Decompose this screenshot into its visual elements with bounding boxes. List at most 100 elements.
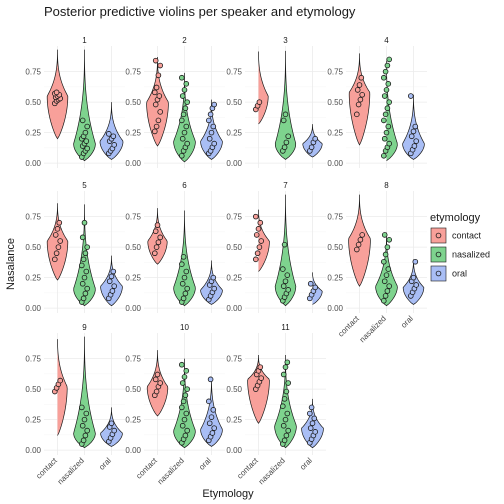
data-point-contact <box>155 72 162 79</box>
data-point-nasalized <box>381 232 388 238</box>
data-point-nasalized <box>82 250 89 257</box>
data-point-nasalized <box>183 268 190 275</box>
data-point-nasalized <box>179 93 186 99</box>
data-point-nasalized <box>181 129 188 136</box>
data-point-nasalized <box>285 287 292 293</box>
data-point-contact <box>157 62 164 69</box>
data-point-contact <box>359 232 366 238</box>
data-point-nasalized <box>384 244 391 250</box>
y-tick-label: 0.50 <box>226 385 242 394</box>
data-point-contact <box>53 89 60 96</box>
data-point-contact <box>51 256 58 263</box>
y-tick-label: 0.50 <box>327 98 343 107</box>
data-point-oral <box>306 410 313 417</box>
y-tick-label: 0.00 <box>327 159 343 168</box>
data-point-nasalized <box>383 129 390 136</box>
data-point-nasalized <box>83 138 90 144</box>
data-point-oral <box>211 101 218 108</box>
data-point-nasalized <box>79 280 86 287</box>
data-point-oral <box>108 420 115 427</box>
y-tick-label: 0.50 <box>25 243 41 252</box>
data-point-nasalized <box>279 266 286 272</box>
x-tick-label: oral <box>399 314 415 330</box>
facet-panel: 3 0.00 0.25 0.50 0.75 <box>226 36 326 168</box>
x-tick-label: contact <box>336 314 361 339</box>
data-point-oral <box>207 376 214 383</box>
data-point-nasalized <box>285 380 292 386</box>
x-tick-label: nasalized <box>358 314 388 344</box>
data-point-contact <box>152 101 159 108</box>
data-point-contact <box>53 250 60 257</box>
data-point-nasalized <box>380 117 387 124</box>
facet-panel: 5 0.00 0.25 0.50 0.75 <box>25 181 125 313</box>
x-tick-label: nasalized <box>56 456 86 486</box>
violin-nasalized <box>386 60 398 161</box>
data-point-contact <box>153 244 160 250</box>
data-point-oral <box>308 144 315 151</box>
data-point-nasalized <box>179 422 186 429</box>
x-tick-label: contact <box>235 456 260 481</box>
data-point-oral <box>210 274 217 281</box>
data-point-nasalized <box>184 99 191 105</box>
data-point-nasalized <box>80 295 87 302</box>
data-point-nasalized <box>179 361 185 368</box>
data-point-nasalized <box>79 422 86 429</box>
data-point-oral <box>410 274 417 281</box>
violin-nasalized <box>73 336 96 449</box>
y-tick-label: 0.25 <box>25 129 41 138</box>
facet-strip-label: 6 <box>182 181 187 190</box>
data-point-oral <box>412 123 419 130</box>
data-point-contact <box>157 380 164 386</box>
data-point-oral <box>108 273 115 280</box>
data-point-nasalized <box>283 432 290 439</box>
y-tick-label: 0.50 <box>125 385 141 394</box>
data-point-nasalized <box>184 386 191 392</box>
data-point-contact <box>358 74 365 81</box>
data-point-contact <box>353 246 360 253</box>
data-point-nasalized <box>386 283 393 289</box>
data-point-nasalized <box>282 111 289 118</box>
y-tick-label: 0.00 <box>226 304 242 313</box>
data-point-oral <box>109 288 116 294</box>
y-axis-label: Nasalance <box>5 238 17 290</box>
y-tick-label: 0.75 <box>25 355 41 364</box>
data-point-nasalized <box>280 117 287 124</box>
data-point-nasalized <box>79 117 86 124</box>
y-tick-label: 0.00 <box>125 446 141 455</box>
data-point-oral <box>210 407 217 413</box>
data-point-nasalized <box>79 262 85 269</box>
data-point-nasalized <box>182 290 189 297</box>
y-tick-label: 0.50 <box>25 385 41 394</box>
data-point-nasalized <box>84 145 90 152</box>
data-point-contact <box>257 364 264 370</box>
data-point-nasalized <box>84 123 90 130</box>
data-point-contact <box>152 89 158 96</box>
data-point-oral <box>206 117 212 124</box>
data-point-nasalized <box>384 105 391 112</box>
data-point-nasalized <box>382 251 389 258</box>
data-point-nasalized <box>386 237 393 243</box>
y-tick-label: 0.25 <box>226 129 242 138</box>
y-tick-label: 0.75 <box>327 213 343 222</box>
data-point-oral <box>207 111 214 118</box>
data-point-contact <box>155 117 162 124</box>
y-tick-label: 0.50 <box>327 243 343 252</box>
data-point-nasalized <box>280 371 287 378</box>
data-point-nasalized <box>284 272 291 278</box>
data-point-nasalized <box>83 410 90 417</box>
data-point-nasalized <box>82 290 89 297</box>
data-point-contact <box>57 377 63 384</box>
data-point-oral <box>211 285 218 292</box>
data-point-nasalized <box>180 254 187 260</box>
data-point-oral <box>211 425 218 431</box>
data-point-nasalized <box>80 437 87 444</box>
data-point-contact <box>258 375 265 381</box>
data-point-nasalized <box>282 416 289 423</box>
data-point-nasalized <box>381 278 388 285</box>
data-point-nasalized <box>84 427 90 434</box>
data-point-contact <box>54 226 61 232</box>
data-point-oral <box>410 128 417 135</box>
